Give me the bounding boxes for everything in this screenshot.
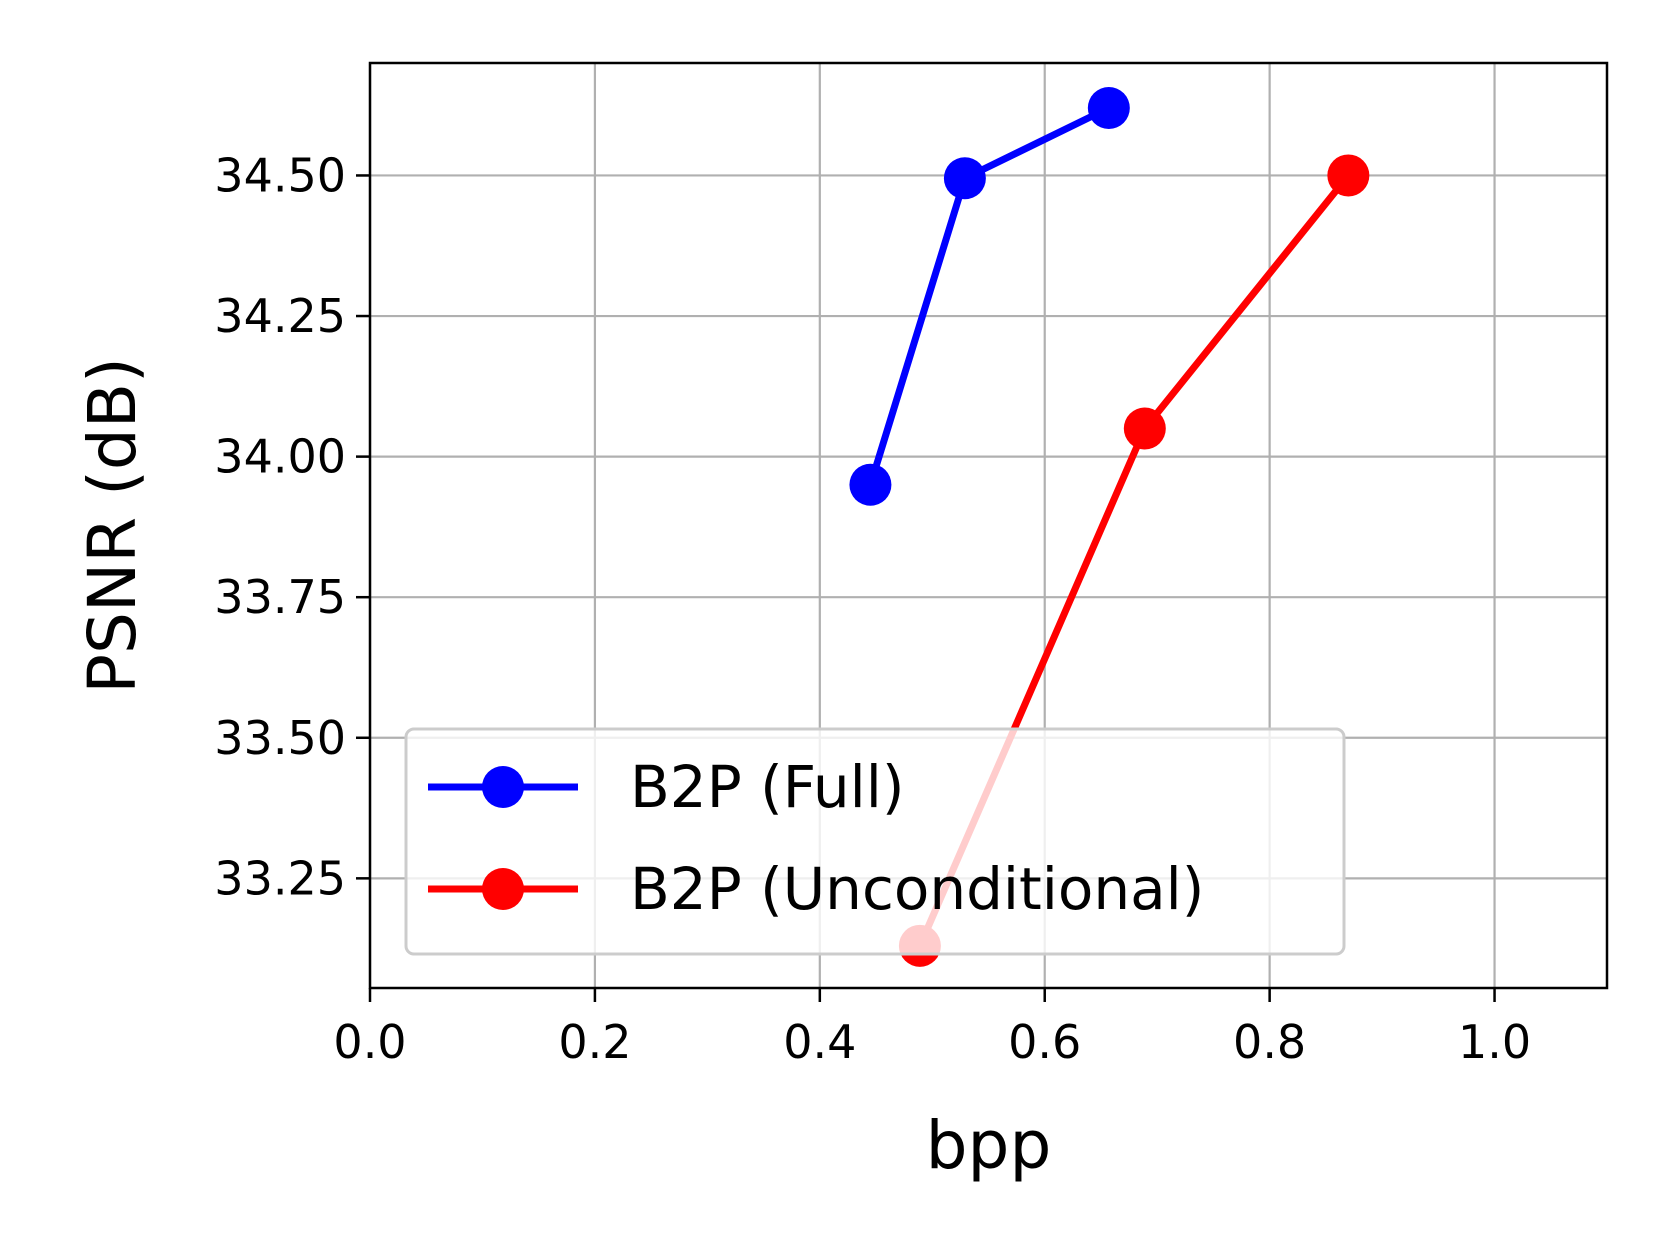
x-tick-label: 1.0 <box>1458 1015 1531 1069</box>
legend-label-1: B2P (Unconditional) <box>630 855 1204 923</box>
legend-box <box>404 727 1346 956</box>
axis-ticks: 0.0 0.2 0.4 0.6 0.8 1.0 33.25 33.50 33.75 34.00 34… <box>214 148 1531 1069</box>
data-point-0 <box>849 463 892 506</box>
x-tick-label: 0.0 <box>333 1015 406 1069</box>
data-point-0 <box>1087 86 1130 129</box>
data-point-0 <box>943 157 986 200</box>
x-axis-label: bpp <box>926 1107 1052 1184</box>
data-point-1 <box>1123 407 1166 450</box>
x-tick-label: 0.8 <box>1233 1015 1306 1069</box>
legend-marker-0 <box>482 766 524 808</box>
y-tick-label: 33.50 <box>214 711 346 765</box>
x-tick-label: 0.6 <box>1008 1015 1081 1069</box>
data-point-1 <box>1327 154 1370 197</box>
y-tick-label: 34.00 <box>214 430 346 484</box>
plot-frame <box>368 61 1609 990</box>
y-tick-label: 33.25 <box>214 851 346 905</box>
legend-marker-1 <box>482 868 524 910</box>
y-tick-label: 34.25 <box>214 289 346 343</box>
legend-label-0: B2P (Full) <box>630 753 905 821</box>
y-tick-label: 33.75 <box>214 570 346 624</box>
x-tick-label: 0.2 <box>558 1015 631 1069</box>
legend: B2P (Full) B2P (Unconditional) <box>404 727 1346 956</box>
x-tick-label: 0.4 <box>783 1015 856 1069</box>
y-axis-label: PSNR (dB) <box>74 357 151 694</box>
y-tick-label: 34.50 <box>214 148 346 202</box>
